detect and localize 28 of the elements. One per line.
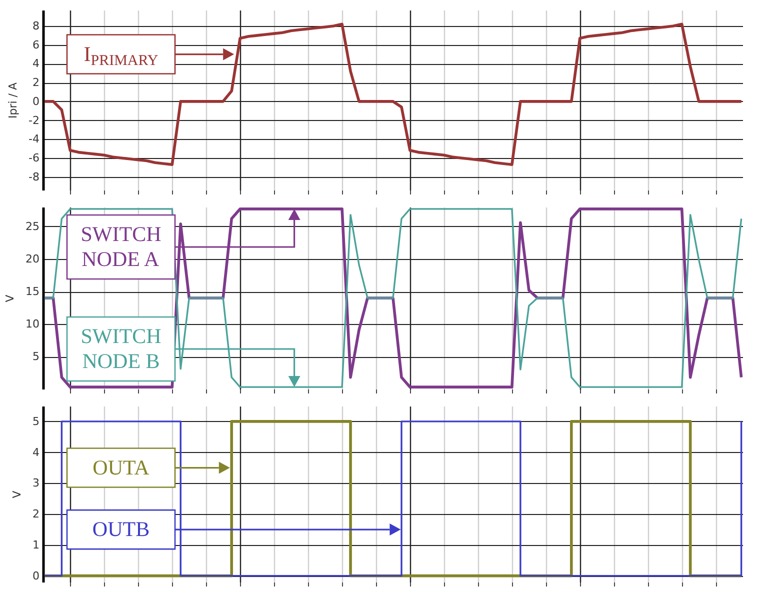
- y-axis-title: Ipri / A: [6, 82, 20, 119]
- y-tick-label: 0: [32, 569, 40, 582]
- y-tick-label: 8: [32, 20, 40, 33]
- y-tick-label: 25: [26, 220, 40, 233]
- y-tick-label: 20: [26, 252, 40, 266]
- y-tick-label: 15: [26, 285, 40, 298]
- y-tick-label: -4: [28, 132, 40, 146]
- y-tick-label: -6: [28, 151, 40, 164]
- y-tick-label: 4: [32, 57, 40, 70]
- line-series: [43, 22, 743, 166]
- y-tick-label: 5: [32, 414, 40, 428]
- y-tick-label: 4: [32, 446, 40, 459]
- annotation: OUTB: [92, 517, 150, 542]
- annotation: OUTA: [92, 455, 150, 480]
- y-tick-label: 6: [32, 38, 40, 52]
- y-tick-label: 2: [32, 76, 40, 90]
- y-tick-label: 2: [32, 508, 40, 521]
- y-axis-title: V: [4, 294, 17, 302]
- annotation: SWITCH NODE B: [80, 324, 162, 373]
- y-tick-label: 0: [32, 94, 40, 108]
- y-tick-label: -2: [28, 114, 40, 127]
- y-tick-label: -8: [28, 170, 40, 184]
- y-tick-label: 5: [32, 350, 40, 363]
- y-axis-title: V: [10, 490, 24, 498]
- annotation: SWITCH NODE A: [80, 222, 162, 271]
- y-tick-label: 3: [32, 476, 40, 490]
- y-tick-label: 1: [32, 538, 40, 552]
- y-tick-label: 10: [26, 318, 40, 330]
